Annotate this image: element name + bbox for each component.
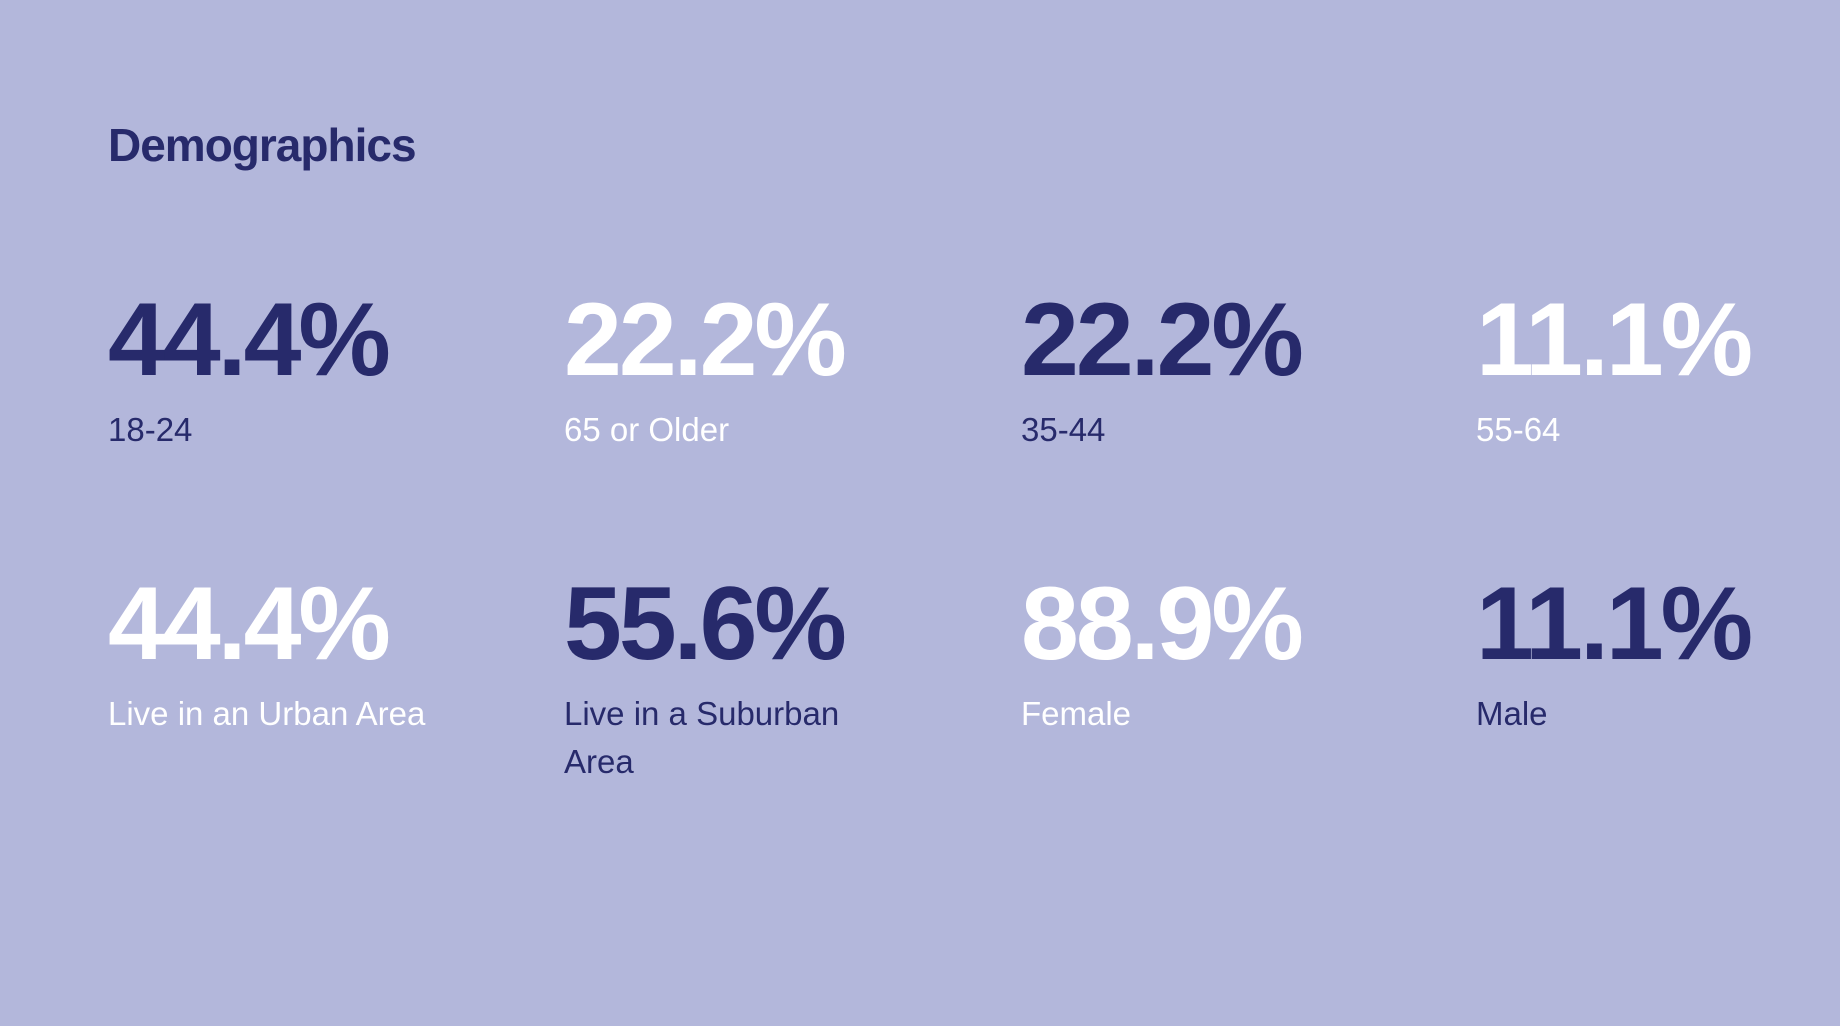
stat-value: 88.9% <box>1021 566 1304 682</box>
stat-item: 88.9% Female <box>1021 572 1361 738</box>
stat-item: 11.1% 55-64 <box>1476 288 1816 454</box>
stat-item: 44.4% 18-24 <box>108 288 448 454</box>
stat-value: 11.1% <box>1476 282 1753 398</box>
stat-item: 22.2% 65 or Older <box>564 288 904 454</box>
stat-value: 44.4% <box>108 282 391 398</box>
stat-label: 55-64 <box>1476 411 1561 448</box>
stat-label: Male <box>1476 695 1548 732</box>
stat-value: 55.6% <box>564 566 847 682</box>
stat-label: 65 or Older <box>564 411 730 448</box>
stat-value: 22.2% <box>564 282 847 398</box>
stat-item: 22.2% 35-44 <box>1021 288 1361 454</box>
title: Demographics <box>108 119 417 171</box>
stat-label: Live in a Suburban Area <box>564 695 840 780</box>
stat-value: 11.1% <box>1476 566 1753 682</box>
stat-label: 18-24 <box>108 411 193 448</box>
stat-value: 44.4% <box>108 566 391 682</box>
stat-label: Female <box>1021 695 1132 732</box>
stat-item: 55.6% Live in a Suburban Area <box>564 572 904 786</box>
stat-item: 11.1% Male <box>1476 572 1816 738</box>
stat-label: 35-44 <box>1021 411 1106 448</box>
stat-label: Live in an Urban Area <box>108 695 426 732</box>
stat-value: 22.2% <box>1021 282 1304 398</box>
stat-item: 44.4% Live in an Urban Area <box>108 572 448 738</box>
